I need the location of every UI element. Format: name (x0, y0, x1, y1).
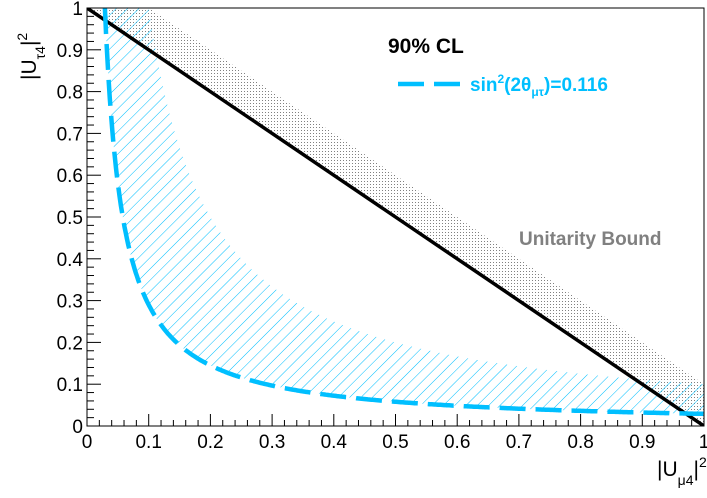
y-axis: 0 0.1 0.2 0.3 0.4 0.5 0.6 0.7 0.8 0.9 1 (57, 0, 101, 438)
y-tick-label: 0.7 (57, 124, 83, 145)
unitarity-label: Unitarity Bound (519, 229, 662, 250)
x-tick-label: 1 (699, 432, 707, 453)
y-title-end: | (18, 41, 41, 46)
unitarity-bound-line (87, 8, 704, 426)
legend-mid: (2θ (504, 75, 531, 96)
x-tick-label: 0.5 (382, 432, 408, 453)
legend-label: sin2(2θμτ)=0.116 (470, 72, 608, 99)
x-tick-label: 0.8 (567, 432, 593, 453)
x-axis: 0 0.1 0.2 0.3 0.4 0.5 0.6 0.7 0.8 0.9 1 (82, 414, 707, 453)
x-tick-label: 0.6 (444, 432, 470, 453)
x-tick-label: 0.4 (321, 432, 348, 453)
y-title-sup: 2 (14, 33, 30, 41)
x-tick-label: 0.2 (197, 432, 223, 453)
y-tick-label: 0.1 (57, 375, 83, 396)
y-tick-label: 0.2 (57, 333, 83, 354)
x-axis-title: |Uμ4|2 (657, 454, 707, 488)
legend-end: )=0.116 (544, 75, 608, 96)
y-tick-label: 0 (72, 417, 83, 438)
y-title-sub: τ4 (32, 46, 48, 60)
legend-sup: 2 (497, 72, 504, 86)
x-tick-label: 0.7 (506, 432, 532, 453)
contour-line (102, 8, 704, 417)
x-tick-label: 0.3 (259, 432, 285, 453)
x-title-sup: 2 (699, 454, 707, 470)
y-tick-label: 0.5 (57, 208, 83, 229)
legend-sub: μτ (531, 85, 544, 99)
y-tick-label: 1 (72, 0, 83, 20)
y-tick-label: 0.8 (57, 83, 83, 104)
legend-sin: sin (470, 75, 497, 96)
y-tick-label: 0.6 (57, 166, 83, 187)
x-tick-label: 0.9 (629, 432, 655, 453)
cl-label: 90% CL (388, 35, 464, 58)
y-axis-title: |Uτ4|2 (14, 33, 48, 80)
x-tick-label: 0.1 (135, 432, 161, 453)
x-title-end: | (693, 458, 698, 481)
y-title-main: |U (18, 59, 41, 80)
x-tick-label: 0 (82, 432, 93, 453)
excluded-hatched-region (104, 8, 704, 414)
x-title-main: |U (657, 458, 678, 481)
y-tick-label: 0.4 (57, 250, 84, 271)
y-tick-label: 0.3 (57, 292, 83, 313)
x-title-sub: μ4 (678, 472, 694, 488)
y-tick-label: 0.9 (57, 41, 83, 62)
